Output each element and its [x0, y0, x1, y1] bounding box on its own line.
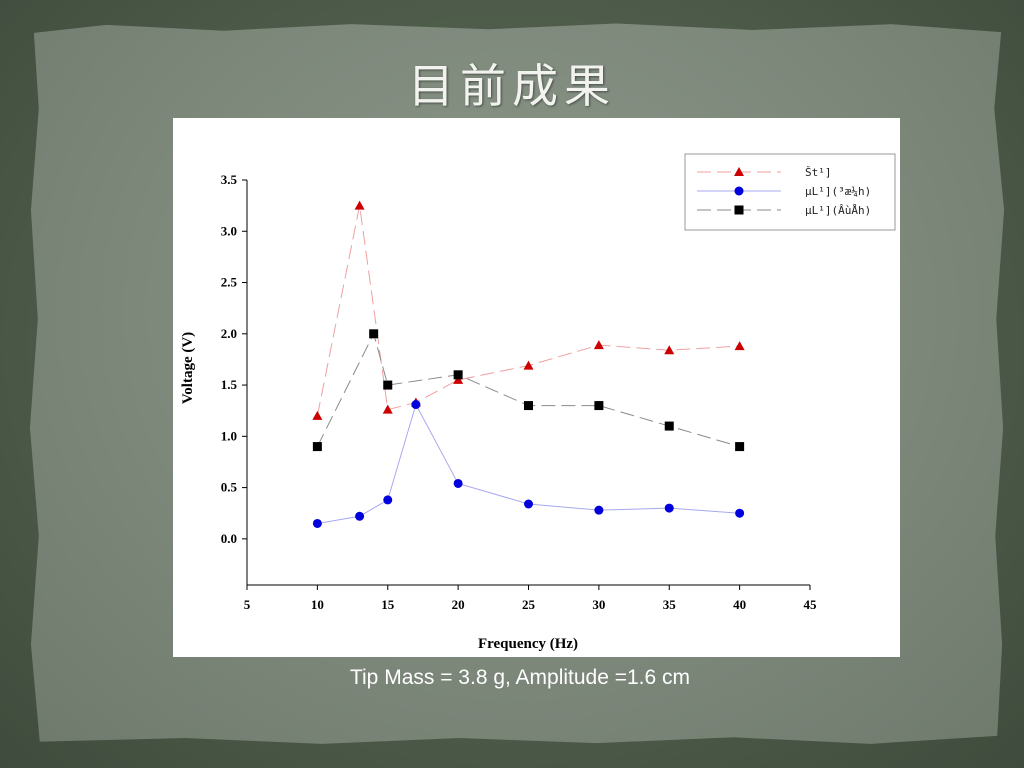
- series-1: [312, 200, 745, 420]
- series-2-point: [383, 495, 393, 505]
- x-tick-label: 45: [804, 597, 818, 612]
- chart-legend: Št¹] µL¹](³æ¼h) µL¹](ÂùÅh): [684, 153, 896, 231]
- x-tick-label: 35: [663, 597, 677, 612]
- legend-box: [684, 153, 896, 231]
- y-axis-label: Voltage (V): [180, 332, 196, 404]
- series-3: [312, 329, 745, 452]
- series-3-point: [524, 401, 533, 411]
- legend-label: µL¹](ÂùÅh): [805, 204, 871, 217]
- x-tick-label: 5: [244, 597, 251, 612]
- y-tick-label: 1.5: [221, 377, 238, 392]
- chart-panel: 5 10 15 20 25 30 35 40 45 0.0 0.5 1.0 1.5 2.0 2.5 3.0 3.…: [173, 118, 900, 657]
- series-2-point: [664, 503, 674, 513]
- series-3-point: [594, 401, 604, 411]
- y-tick-label: 2.0: [221, 326, 237, 341]
- legend-label: µL¹](³æ¼h): [805, 185, 871, 198]
- slide-title: 目前成果: [408, 59, 616, 113]
- y-tick-label: 3.5: [221, 172, 238, 187]
- series-2-point: [594, 505, 604, 515]
- chart-series: [312, 200, 745, 528]
- series-2-point: [312, 518, 322, 528]
- series-1-point: [382, 404, 393, 414]
- series-1-point: [664, 345, 675, 355]
- legend-marker: [734, 205, 744, 215]
- series-3-point: [383, 380, 393, 390]
- x-tick-label: 25: [522, 597, 536, 612]
- series-3-point: [453, 370, 463, 380]
- series-2-point: [453, 478, 463, 488]
- x-tick-label: 10: [311, 597, 324, 612]
- chart-svg: 5 10 15 20 25 30 35 40 45 0.0 0.5 1.0 1.5 2.0 2.5 3.0 3.…: [180, 153, 896, 652]
- series-1-point: [593, 340, 604, 350]
- y-tick-label: 3.0: [221, 223, 237, 238]
- series-1-point: [312, 410, 323, 420]
- series-1-point: [453, 374, 464, 384]
- x-tick-label: 30: [592, 597, 605, 612]
- x-tick-label: 20: [452, 597, 465, 612]
- legend-label: Št¹]: [805, 166, 832, 179]
- series-3-line: [316, 332, 740, 448]
- series-1-line: [316, 205, 740, 416]
- series-1-point: [734, 341, 745, 351]
- series-2-point: [735, 508, 745, 518]
- series-3-point: [312, 442, 322, 452]
- chart-axes: 5 10 15 20 25 30 35 40 45 0.0 0.5 1.0 1.5 2.0 2.5 3.0 3.…: [221, 172, 817, 612]
- series-3-point: [369, 329, 379, 339]
- series-1-point: [523, 360, 534, 370]
- series-2-point: [411, 400, 421, 410]
- y-tick-label: 1.0: [221, 428, 237, 443]
- y-tick-label: 0.0: [221, 531, 237, 546]
- y-tick-label: 2.5: [221, 275, 238, 290]
- series-2-point: [355, 511, 365, 521]
- series-3-point: [664, 421, 674, 431]
- series-2-point: [524, 499, 533, 509]
- y-tick-label: 0.5: [221, 480, 238, 495]
- x-axis-label: Frequency (Hz): [478, 636, 578, 652]
- legend-marker: [734, 186, 744, 196]
- legend-marker: [734, 167, 744, 176]
- x-tick-label: 40: [733, 597, 746, 612]
- series-1-point: [354, 200, 365, 210]
- series-3-point: [735, 442, 745, 452]
- series-2: [312, 400, 745, 528]
- x-tick-label: 15: [381, 597, 395, 612]
- slide-caption: Tip Mass = 3.8 g, Amplitude =1.6 cm: [349, 666, 691, 689]
